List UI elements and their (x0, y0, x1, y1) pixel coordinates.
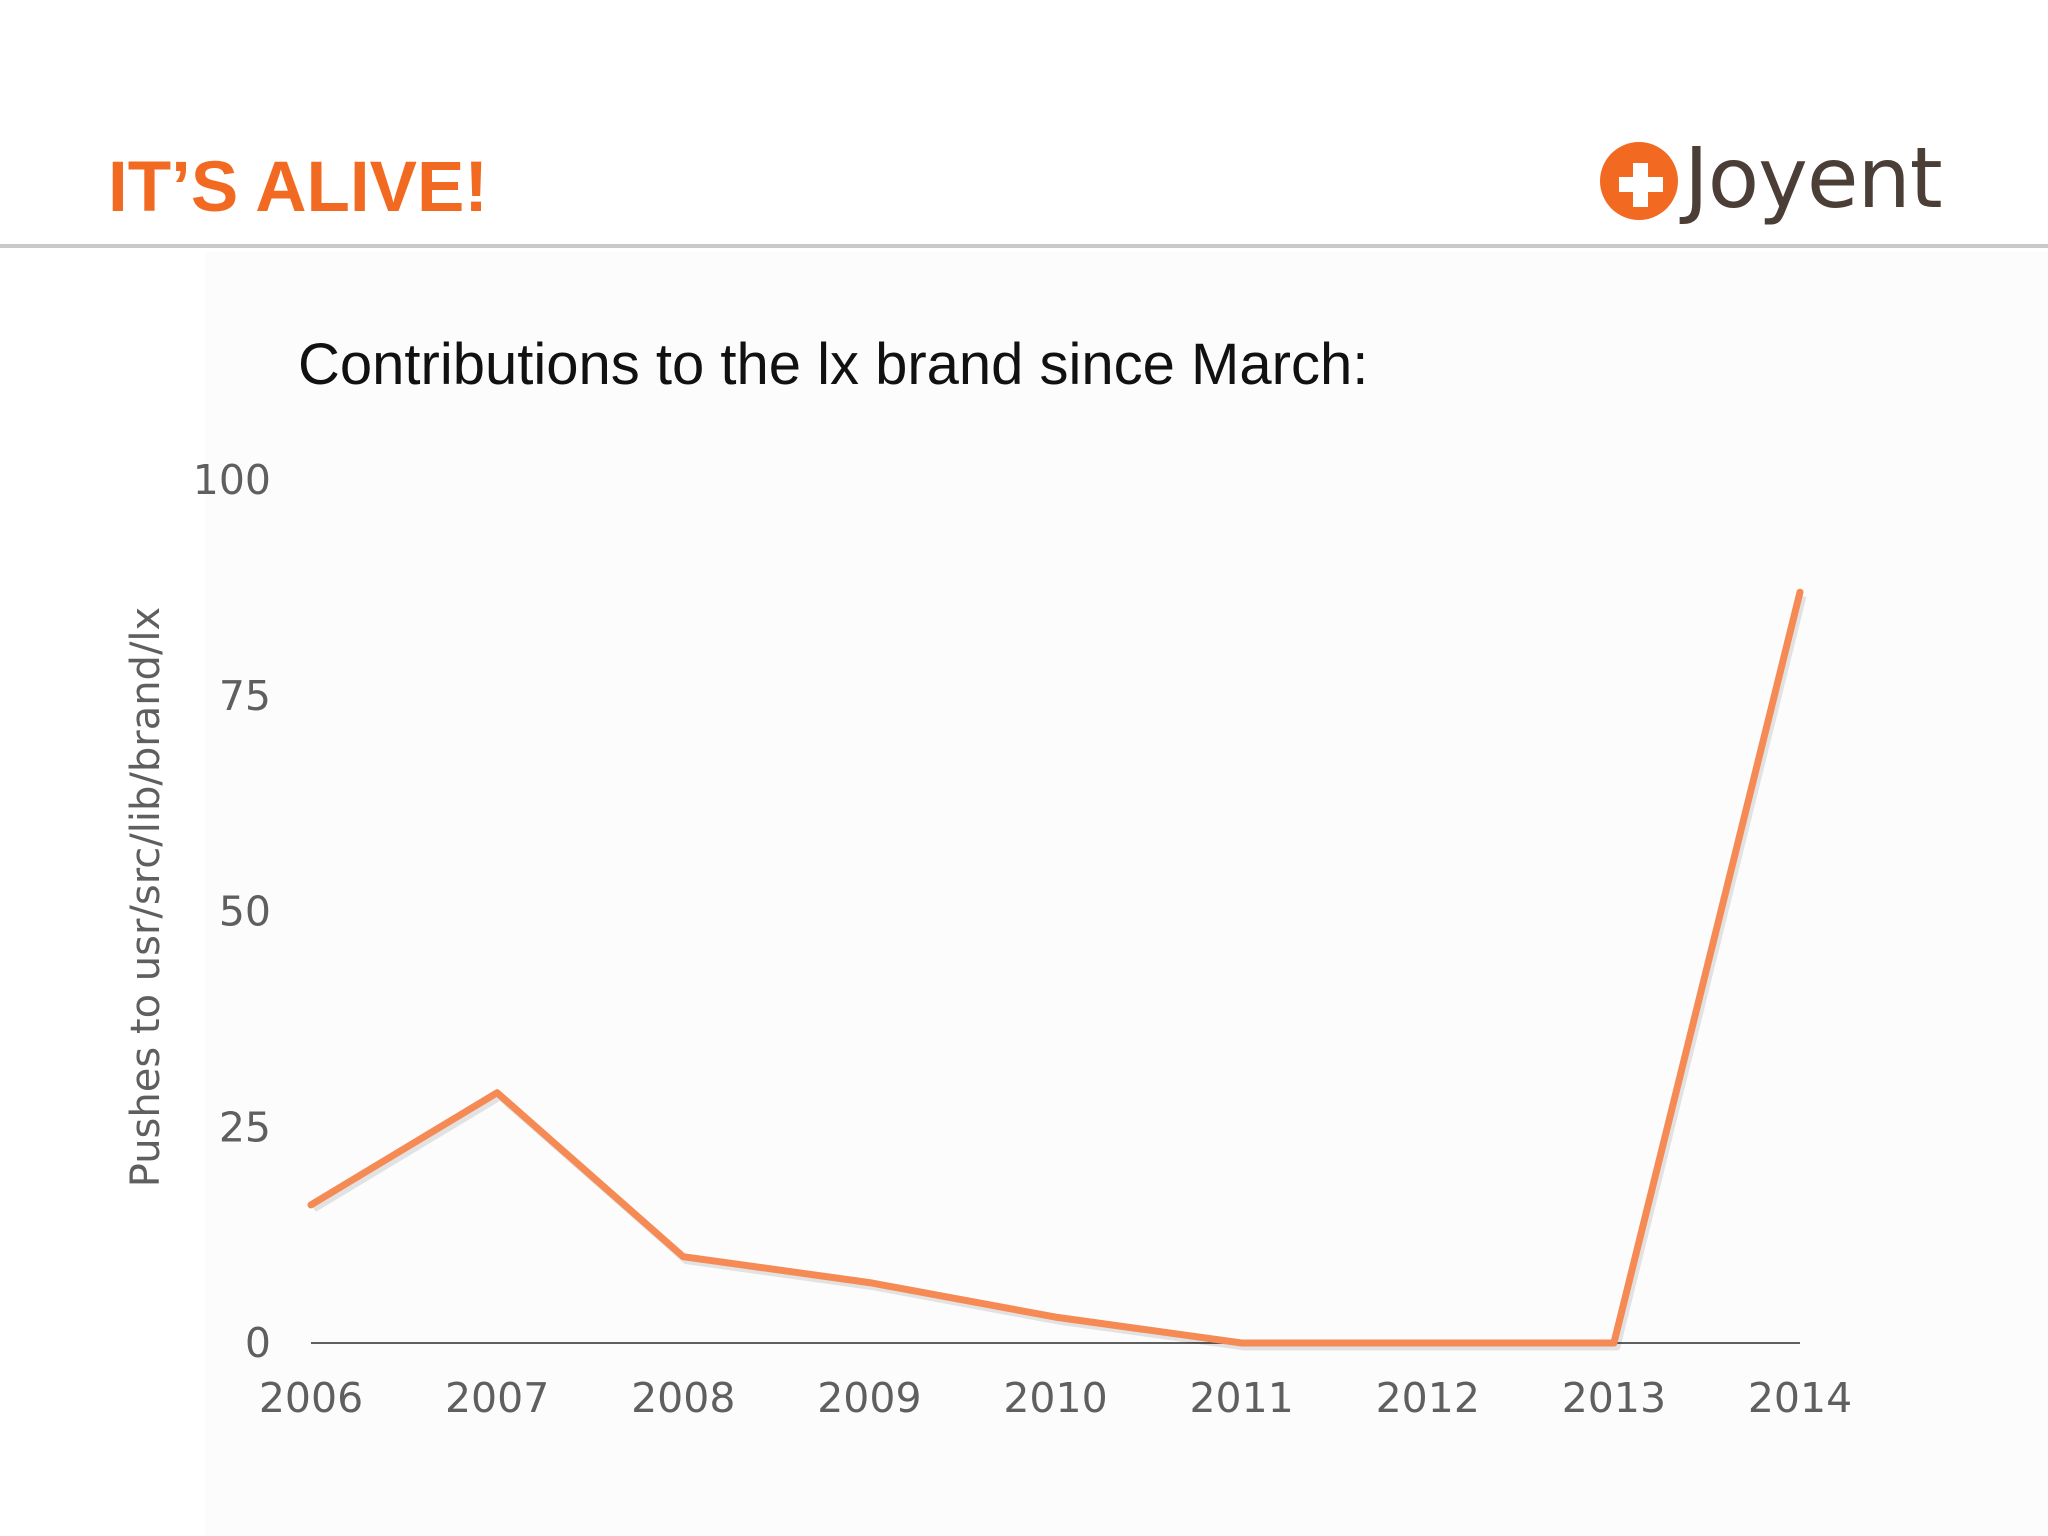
y-tick-label: 100 (193, 456, 271, 504)
series-line-shadow (312, 595, 1807, 1351)
plus-icon-bar-vertical (1633, 163, 1648, 207)
logo-wordmark: Joyent (1684, 129, 1943, 227)
series-line (307, 588, 1804, 1347)
plus-circle-icon (1600, 142, 1678, 220)
series-group (307, 588, 1807, 1351)
data-point (680, 1253, 687, 1260)
y-tick-label: 50 (219, 888, 271, 936)
x-tick-label: 2012 (1376, 1374, 1480, 1422)
chart-background (205, 252, 2048, 1536)
x-tick-label: 2014 (1748, 1374, 1852, 1422)
data-point (866, 1279, 873, 1286)
x-tick-label: 2008 (631, 1374, 735, 1422)
x-tick-label: 2013 (1562, 1374, 1666, 1422)
y-tick-label: 25 (219, 1103, 271, 1151)
x-tick-labels: 2006 2007 2008 2009 2010 2011 2012 2013 2014 (259, 1374, 1852, 1422)
slide-title: IT’S ALIVE! (108, 148, 488, 227)
header-divider (0, 244, 2048, 248)
joyent-logo: Joyent (1598, 129, 1958, 244)
chart-title: Contributions to the lx brand since Marc… (298, 332, 1369, 397)
data-point (1238, 1340, 1245, 1346)
y-tick-label: 0 (245, 1319, 271, 1367)
x-tick-label: 2009 (817, 1374, 921, 1422)
data-point (1052, 1314, 1059, 1321)
x-tick-label: 2007 (445, 1374, 549, 1422)
data-point (308, 1201, 314, 1208)
x-tick-label: 2010 (1003, 1374, 1107, 1422)
y-tick-labels: 0 25 50 75 100 (193, 456, 271, 1367)
data-point (494, 1089, 501, 1096)
data-point (1424, 1340, 1431, 1346)
y-axis-title: Pushes to usr/src/lib/brand/lx (123, 607, 169, 1187)
x-tick-label: 2006 (259, 1374, 363, 1422)
x-tick-label: 2011 (1189, 1374, 1293, 1422)
data-point (1797, 589, 1803, 596)
y-tick-label: 75 (219, 672, 271, 720)
data-point (1610, 1340, 1617, 1346)
